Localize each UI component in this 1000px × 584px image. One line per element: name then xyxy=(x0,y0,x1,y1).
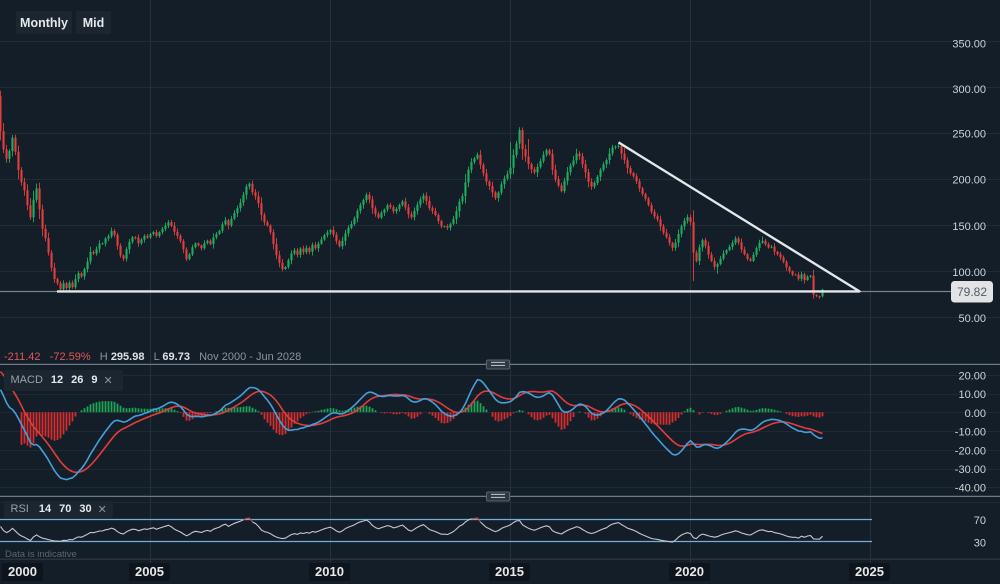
svg-text:30: 30 xyxy=(974,538,986,550)
svg-text:-30.00: -30.00 xyxy=(955,464,986,476)
svg-text:79.82: 79.82 xyxy=(957,285,987,299)
svg-text:200.00: 200.00 xyxy=(952,174,986,186)
svg-text:150.00: 150.00 xyxy=(952,221,986,233)
svg-text:0.00: 0.00 xyxy=(965,408,986,420)
svg-text:350.00: 350.00 xyxy=(952,38,986,50)
svg-text:20.00: 20.00 xyxy=(958,371,986,383)
svg-text:300.00: 300.00 xyxy=(952,84,986,96)
svg-text:70: 70 xyxy=(974,515,986,527)
svg-text:50.00: 50.00 xyxy=(958,313,986,325)
svg-text:100.00: 100.00 xyxy=(952,267,986,279)
svg-text:-40.00: -40.00 xyxy=(955,483,986,495)
svg-text:250.00: 250.00 xyxy=(952,128,986,140)
svg-text:-20.00: -20.00 xyxy=(955,445,986,457)
svg-text:-10.00: -10.00 xyxy=(955,427,986,439)
svg-text:10.00: 10.00 xyxy=(958,389,986,401)
